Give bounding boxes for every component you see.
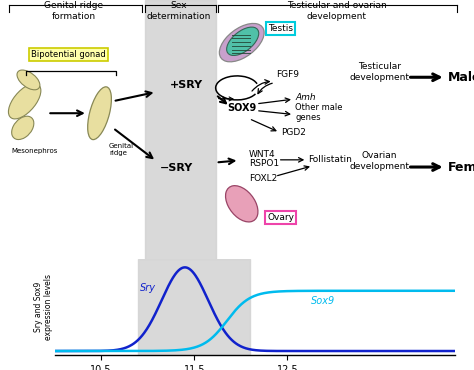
Text: Genital ridge
formation: Genital ridge formation: [44, 1, 103, 21]
Text: Mesonephros: Mesonephros: [12, 148, 58, 154]
Text: Testis: Testis: [268, 24, 293, 33]
Ellipse shape: [9, 84, 41, 119]
Text: +SRY: +SRY: [170, 80, 203, 90]
Ellipse shape: [219, 23, 264, 62]
Bar: [145, 0, 216, 266]
Text: FOXL2: FOXL2: [249, 174, 277, 183]
Text: WNT4: WNT4: [249, 150, 275, 159]
Text: Sex
determination: Sex determination: [147, 1, 211, 21]
Text: PGD2: PGD2: [281, 128, 306, 137]
Y-axis label: Sry and Sox9
expression levels: Sry and Sox9 expression levels: [34, 274, 53, 340]
Text: RSPO1: RSPO1: [249, 159, 279, 168]
Text: Female: Female: [448, 161, 474, 174]
Text: Bipotential gonad: Bipotential gonad: [31, 50, 106, 59]
Text: Amh: Amh: [295, 93, 316, 102]
Bar: [138, 259, 250, 355]
Text: Genital
ridge: Genital ridge: [109, 143, 134, 156]
Text: SOX9: SOX9: [227, 103, 256, 113]
Text: Sry: Sry: [140, 283, 156, 293]
Text: Follistatin: Follistatin: [309, 155, 353, 164]
Text: Other male
genes: Other male genes: [295, 103, 343, 122]
Ellipse shape: [88, 87, 111, 139]
Ellipse shape: [17, 70, 40, 90]
Ellipse shape: [12, 116, 34, 139]
Text: FGF9: FGF9: [276, 70, 299, 79]
Text: Sox9: Sox9: [310, 296, 335, 306]
Text: Testicular
development: Testicular development: [349, 62, 409, 82]
Ellipse shape: [226, 186, 258, 222]
Text: Ovary: Ovary: [267, 213, 294, 222]
Text: −SRY: −SRY: [160, 164, 193, 174]
Ellipse shape: [227, 27, 259, 56]
Text: Male: Male: [448, 71, 474, 84]
Text: Ovarian
development: Ovarian development: [349, 151, 409, 171]
Text: Testicular and ovarian
development: Testicular and ovarian development: [287, 1, 386, 21]
